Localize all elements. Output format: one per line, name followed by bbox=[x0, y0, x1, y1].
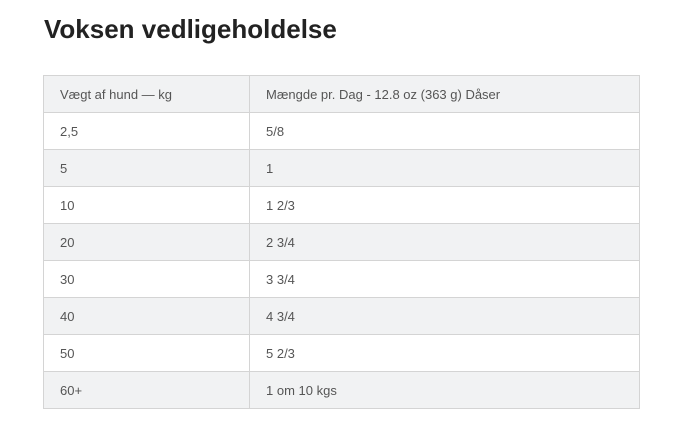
weight-cell: 40 bbox=[43, 297, 250, 335]
header-cell: Mængde pr. Dag - 12.8 oz (363 g) Dåser bbox=[249, 75, 640, 113]
amount-cell: 5/8 bbox=[249, 112, 640, 150]
weight-cell: 5 bbox=[43, 149, 250, 187]
weight-cell: 2,5 bbox=[43, 112, 250, 150]
amount-cell: 1 om 10 kgs bbox=[249, 371, 640, 409]
amount-cell: 3 3/4 bbox=[249, 260, 640, 298]
table-row: 10 1 2/3 bbox=[43, 186, 640, 224]
page-title: Voksen vedligeholdelse bbox=[44, 14, 337, 44]
weight-cell: 60+ bbox=[43, 371, 250, 409]
amount-cell: 1 2/3 bbox=[249, 186, 640, 224]
weight-cell: 20 bbox=[43, 223, 250, 261]
header-cell: Vægt af hund — kg bbox=[43, 75, 250, 113]
weight-cell: 10 bbox=[43, 186, 250, 224]
amount-cell: 4 3/4 bbox=[249, 297, 640, 335]
table-row: 60+ 1 om 10 kgs bbox=[43, 371, 640, 409]
table-row: 40 4 3/4 bbox=[43, 297, 640, 335]
table-row: 20 2 3/4 bbox=[43, 223, 640, 261]
amount-cell: 1 bbox=[249, 149, 640, 187]
table-row: 2,5 5/8 bbox=[43, 112, 640, 150]
table-row: 30 3 3/4 bbox=[43, 260, 640, 298]
feeding-table: Vægt af hund — kg Mængde pr. Dag - 12.8 o… bbox=[43, 75, 640, 409]
amount-cell: 2 3/4 bbox=[249, 223, 640, 261]
weight-cell: 50 bbox=[43, 334, 250, 372]
table-header-row: Vægt af hund — kg Mængde pr. Dag - 12.8 o… bbox=[43, 75, 640, 113]
amount-cell: 5 2/3 bbox=[249, 334, 640, 372]
table-row: 50 5 2/3 bbox=[43, 334, 640, 372]
weight-cell: 30 bbox=[43, 260, 250, 298]
